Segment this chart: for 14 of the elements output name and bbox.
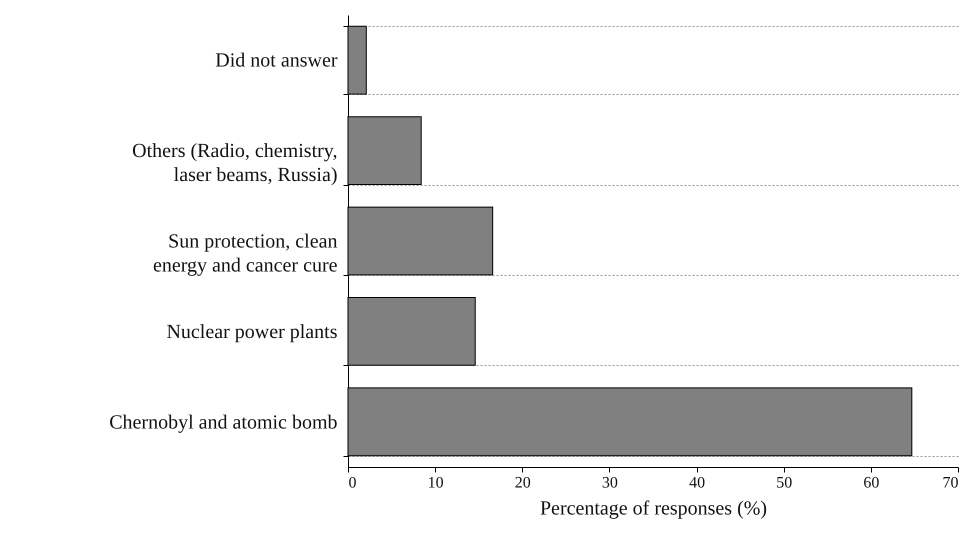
y-tick-label: Others (Radio, chemistry, laser beams, Russia) (132, 140, 338, 186)
y-tick-label: Nuclear power plants (166, 320, 338, 343)
y-tick-label: Did not answer (215, 50, 338, 72)
x-axis-title: Percentage of responses (%) (540, 498, 768, 520)
x-tick-label: 10 (428, 474, 444, 492)
x-tick-label: 0 (348, 474, 356, 492)
x-tick-label: 40 (689, 474, 706, 492)
x-tick-label: 60 (863, 474, 880, 492)
x-tick-label: 50 (776, 474, 792, 492)
x-tick-label: 30 (602, 474, 618, 492)
y-tick-label: Sun protection, clean energy and cancer cure (152, 230, 338, 276)
y-tick-label: Chernobyl and atomic bomb (109, 411, 338, 434)
x-tick-label: 70 (942, 474, 958, 492)
x-tick-label: 20 (514, 474, 531, 492)
